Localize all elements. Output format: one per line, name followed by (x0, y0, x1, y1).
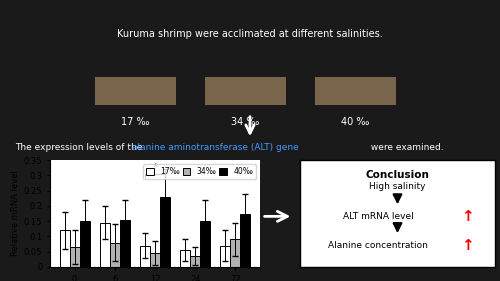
Bar (180, 250, 190, 267)
Text: were examined.: were examined. (368, 143, 443, 152)
Bar (190, 256, 200, 267)
Bar (150, 253, 160, 267)
Text: ALT mRNA level: ALT mRNA level (342, 212, 413, 221)
Text: *: * (152, 163, 158, 173)
Bar (160, 197, 170, 267)
Text: alanine aminotransferase (ALT) gene: alanine aminotransferase (ALT) gene (132, 143, 299, 152)
Bar (204, 77, 286, 105)
Text: ↑: ↑ (462, 238, 474, 253)
Bar (110, 243, 120, 267)
Legend: 17‰, 34‰, 40‰: 17‰, 34‰, 40‰ (143, 164, 256, 179)
Y-axis label: Relative mRNA level: Relative mRNA level (10, 171, 20, 257)
FancyArrowPatch shape (264, 211, 287, 221)
Text: The expression levels of the: The expression levels of the (15, 143, 145, 152)
Text: ↑: ↑ (462, 209, 474, 224)
Bar (140, 246, 150, 267)
Text: Alanine concentration: Alanine concentration (328, 241, 428, 250)
Bar (230, 239, 240, 267)
Bar (80, 221, 90, 267)
Bar (60, 230, 70, 267)
Bar (240, 214, 250, 267)
Text: 17 ‰: 17 ‰ (121, 117, 149, 126)
Text: High salinity: High salinity (369, 182, 426, 191)
Text: Conclusion: Conclusion (366, 170, 430, 180)
Text: 34 ‰: 34 ‰ (231, 117, 259, 126)
Bar (70, 247, 80, 267)
Bar (200, 221, 210, 267)
Bar (314, 77, 396, 105)
Bar (94, 77, 176, 105)
Bar (120, 220, 130, 267)
Text: Kuruma shrimp were acclimated at different salinities.: Kuruma shrimp were acclimated at differe… (117, 29, 383, 39)
FancyBboxPatch shape (300, 160, 495, 267)
Text: 40 ‰: 40 ‰ (341, 117, 369, 126)
Bar (100, 223, 110, 267)
Bar (220, 246, 230, 267)
